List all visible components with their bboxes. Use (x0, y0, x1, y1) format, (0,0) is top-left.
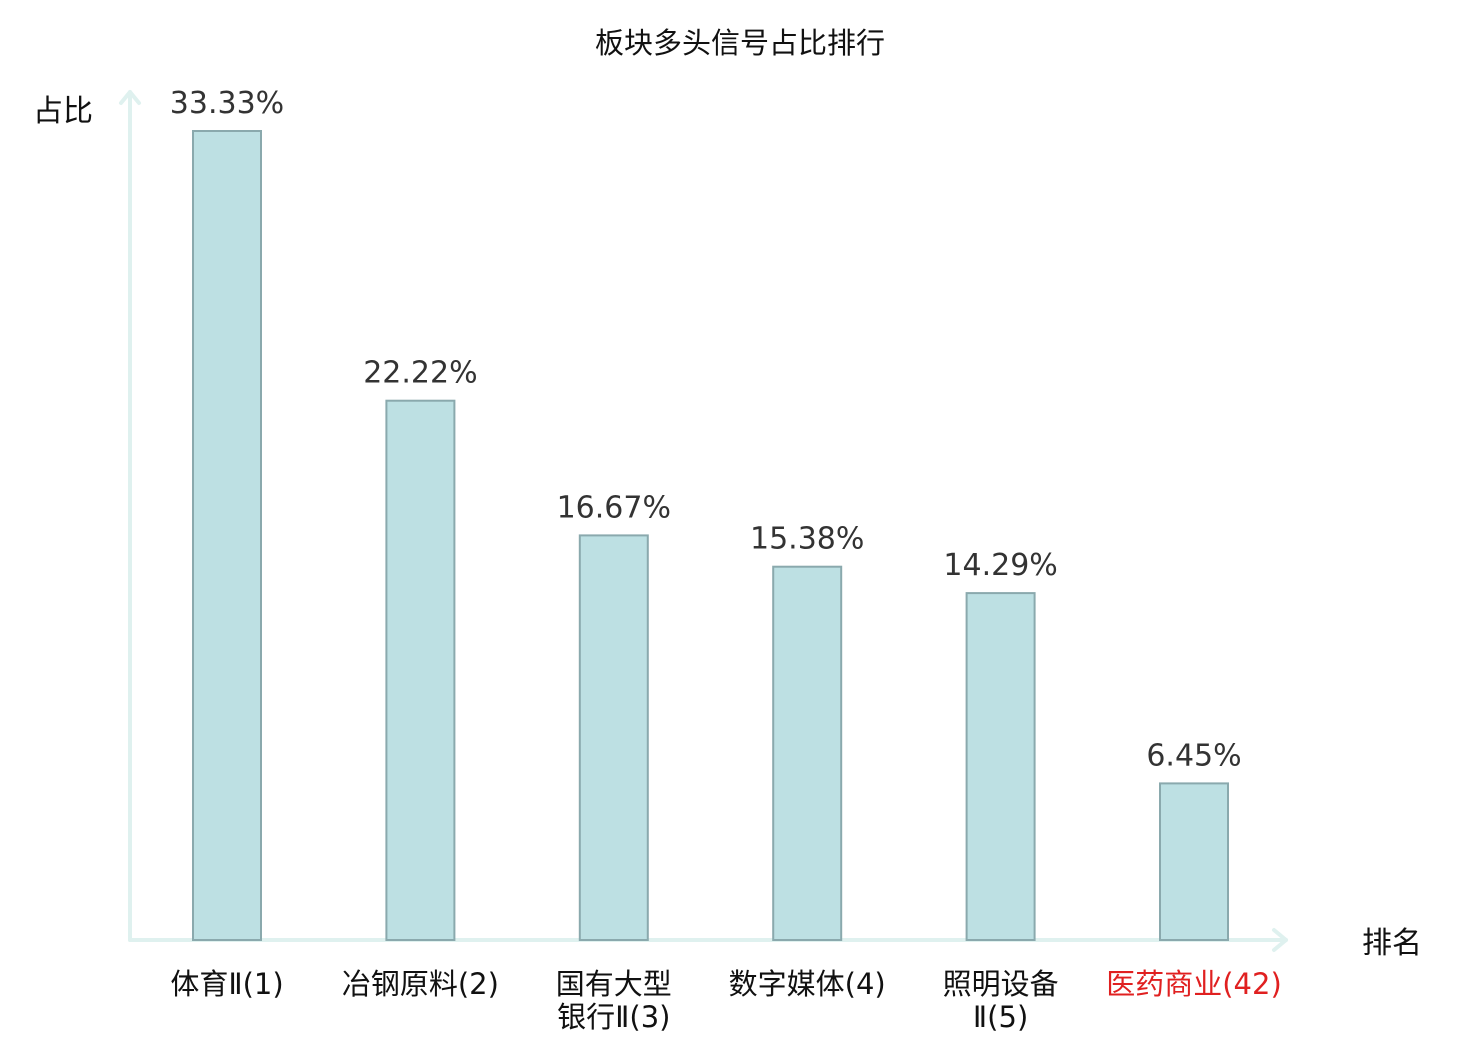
value-label-5: 14.29% (943, 548, 1057, 583)
y-axis (119, 90, 141, 942)
category-label-line: 数字媒体(4) (729, 967, 886, 1001)
bar-6 (1159, 782, 1229, 942)
bar-3 (578, 534, 649, 942)
y-axis-label: 占比 (33, 94, 93, 129)
category-label-line: 体育Ⅱ(1) (170, 967, 283, 1001)
value-label-2: 22.22% (363, 356, 477, 391)
y-axis-arrow (119, 90, 141, 105)
category-labels-group: 体育Ⅱ(1) 冶钢原料(2) 国有大型银行Ⅱ(3) 数字媒体(4) 照明设备 Ⅱ(5) 医药… (170, 967, 1281, 1034)
chart-title: 板块多头信号占比排行 (595, 26, 885, 60)
bar-4 (772, 565, 843, 941)
category-label-6: 医药商业(42) (1106, 967, 1282, 1001)
value-label-3: 16.67% (557, 490, 671, 525)
category-label-line: 冶钢原料(2) (342, 967, 499, 1001)
x-axis-arrow (1272, 928, 1288, 952)
category-label-line: 国有大型 (556, 967, 672, 1001)
category-label-line: 医药商业(42) (1106, 967, 1282, 1001)
bar-1 (192, 130, 262, 941)
category-label-line: 照明设备 (943, 967, 1059, 1001)
bars-group (192, 130, 1229, 942)
x-axis (128, 928, 1288, 952)
value-label-1: 33.33% (170, 86, 284, 121)
category-label-1: 体育Ⅱ(1) (170, 967, 283, 1001)
bar-5 (965, 592, 1036, 941)
bar-2 (385, 399, 456, 941)
value-label-4: 15.38% (750, 522, 864, 557)
x-axis-label: 排名 (1362, 926, 1422, 961)
category-label-3: 国有大型银行Ⅱ(3) (556, 967, 672, 1034)
value-labels-group: 33.33% 22.22% 16.67% 15.38% 14.29% 6.45% (170, 86, 1242, 773)
category-label-5: 照明设备 Ⅱ(5) (943, 967, 1059, 1034)
category-label-4: 数字媒体(4) (729, 967, 886, 1001)
value-label-6: 6.45% (1146, 738, 1241, 773)
category-label-line: Ⅱ(5) (973, 1000, 1028, 1034)
category-label-line: 银行Ⅱ(3) (557, 1000, 670, 1034)
category-label-2: 冶钢原料(2) (342, 967, 499, 1001)
